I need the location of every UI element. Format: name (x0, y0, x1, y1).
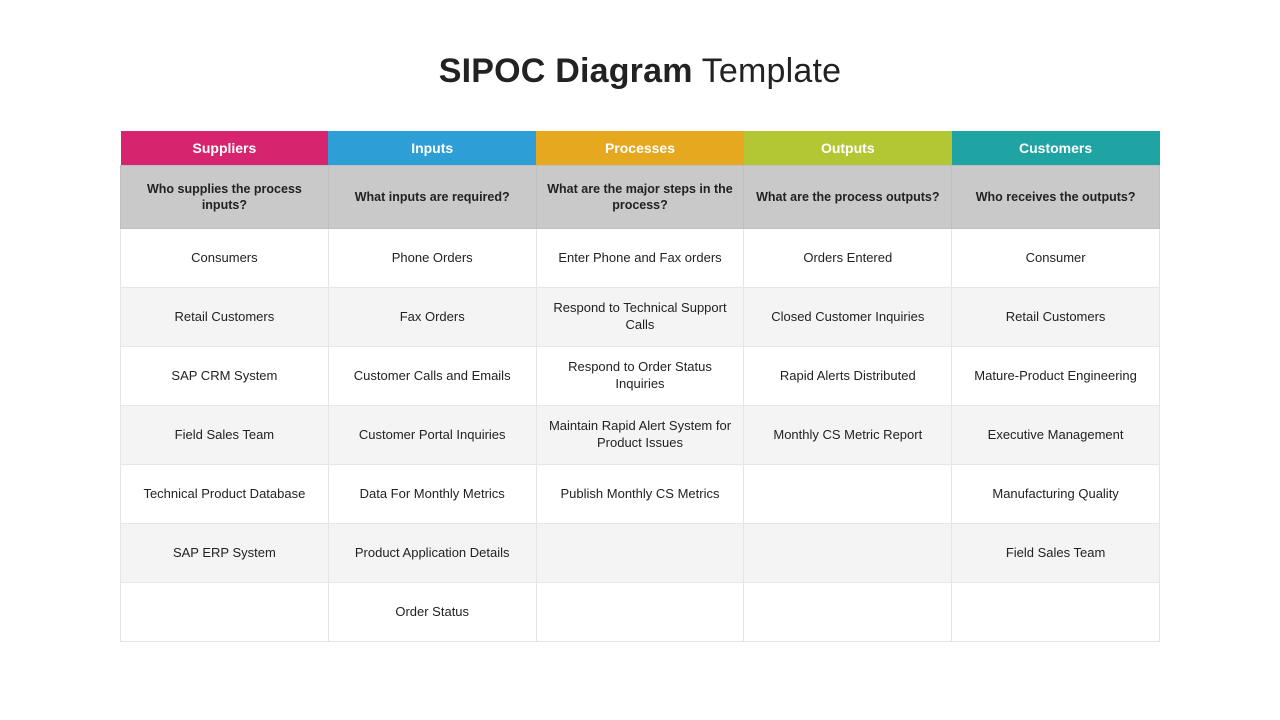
table-row: SAP ERP System Product Application Detai… (121, 524, 1160, 583)
cell: Phone Orders (328, 229, 536, 288)
cell: Respond to Order Status Inquiries (536, 347, 744, 406)
cell: Technical Product Database (121, 465, 329, 524)
cell: Maintain Rapid Alert System for Product … (536, 406, 744, 465)
cell: Consumer (952, 229, 1160, 288)
cell (744, 465, 952, 524)
header-processes: Processes (536, 131, 744, 166)
cell: Product Application Details (328, 524, 536, 583)
cell: Executive Management (952, 406, 1160, 465)
cell: Retail Customers (952, 288, 1160, 347)
sipoc-table: Suppliers Inputs Processes Outputs Custo… (120, 131, 1160, 642)
question-processes: What are the major steps in the process? (536, 166, 744, 229)
question-customers: Who receives the outputs? (952, 166, 1160, 229)
cell: Fax Orders (328, 288, 536, 347)
header-customers: Customers (952, 131, 1160, 166)
cell: Monthly CS Metric Report (744, 406, 952, 465)
table-row: Order Status (121, 583, 1160, 642)
page-title: SIPOC Diagram Template (0, 52, 1280, 91)
table-row: Technical Product Database Data For Mont… (121, 465, 1160, 524)
cell: Field Sales Team (952, 524, 1160, 583)
question-inputs: What inputs are required? (328, 166, 536, 229)
cell (536, 524, 744, 583)
cell: Enter Phone and Fax orders (536, 229, 744, 288)
title-light: Template (693, 52, 842, 90)
cell: Retail Customers (121, 288, 329, 347)
cell (744, 583, 952, 642)
cell: Orders Entered (744, 229, 952, 288)
title-bold: SIPOC Diagram (439, 52, 693, 90)
cell: Respond to Technical Support Calls (536, 288, 744, 347)
cell: Customer Calls and Emails (328, 347, 536, 406)
cell (536, 583, 744, 642)
cell: Field Sales Team (121, 406, 329, 465)
question-row: Who supplies the process inputs? What in… (121, 166, 1160, 229)
cell: Order Status (328, 583, 536, 642)
question-suppliers: Who supplies the process inputs? (121, 166, 329, 229)
cell: Consumers (121, 229, 329, 288)
table-row: SAP CRM System Customer Calls and Emails… (121, 347, 1160, 406)
header-inputs: Inputs (328, 131, 536, 166)
cell: Customer Portal Inquiries (328, 406, 536, 465)
header-row: Suppliers Inputs Processes Outputs Custo… (121, 131, 1160, 166)
cell (121, 583, 329, 642)
page: SIPOC Diagram Template Suppliers Inputs … (0, 0, 1280, 720)
table-row: Retail Customers Fax Orders Respond to T… (121, 288, 1160, 347)
cell: Data For Monthly Metrics (328, 465, 536, 524)
cell (952, 583, 1160, 642)
question-outputs: What are the process outputs? (744, 166, 952, 229)
sipoc-body: Consumers Phone Orders Enter Phone and F… (121, 229, 1160, 642)
sipoc-table-wrap: Suppliers Inputs Processes Outputs Custo… (120, 131, 1160, 642)
cell: Closed Customer Inquiries (744, 288, 952, 347)
cell: SAP CRM System (121, 347, 329, 406)
table-row: Field Sales Team Customer Portal Inquiri… (121, 406, 1160, 465)
cell: Manufacturing Quality (952, 465, 1160, 524)
header-outputs: Outputs (744, 131, 952, 166)
cell (744, 524, 952, 583)
header-suppliers: Suppliers (121, 131, 329, 166)
cell: Publish Monthly CS Metrics (536, 465, 744, 524)
cell: Mature-Product Engineering (952, 347, 1160, 406)
table-row: Consumers Phone Orders Enter Phone and F… (121, 229, 1160, 288)
cell: Rapid Alerts Distributed (744, 347, 952, 406)
cell: SAP ERP System (121, 524, 329, 583)
